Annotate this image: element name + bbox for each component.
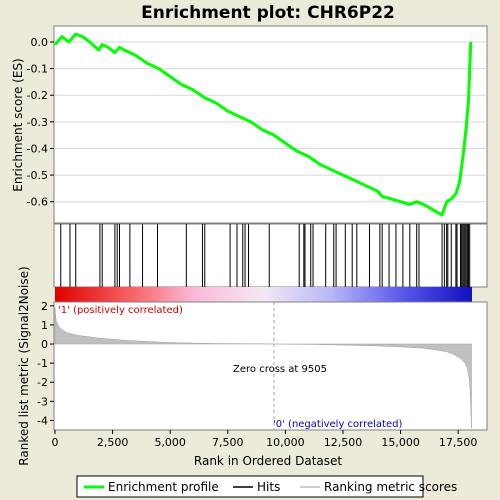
ranking-tick-label: 0 — [41, 338, 48, 351]
es-grid — [54, 41, 487, 203]
es-tick-label: -0.1 — [27, 63, 48, 76]
negative-correlation-label: '0' (negatively correlated) — [273, 419, 402, 430]
x-tick-label: 5,000 — [154, 436, 186, 449]
es-tick-label: -0.3 — [27, 116, 48, 129]
hits-marks — [60, 224, 471, 287]
x-axis-label: Rank in Ordered Dataset — [194, 454, 342, 468]
x-tick-label: 2,500 — [97, 436, 129, 449]
ranking-tick-label: 2 — [41, 300, 48, 313]
enrichment-panel — [53, 25, 488, 224]
x-axis: 0 2,500 5,000 7,500 10,000 12,500 15,000 17,500 — [52, 430, 478, 449]
legend-hits-label: Hits — [257, 480, 280, 494]
enrichment-profile-line — [53, 32, 473, 217]
x-tick-label: 15,000 — [381, 436, 420, 449]
ranking-tick-label: 1 — [41, 319, 48, 332]
x-tick-label: 12,500 — [324, 436, 363, 449]
es-axis-label: Enrichment score (ES) — [11, 58, 25, 191]
legend-enrichment-label: Enrichment profile — [108, 480, 219, 494]
legend-ranking-label: Ranking metric scores — [324, 480, 457, 494]
es-tick-label: -0.6 — [27, 196, 48, 209]
es-tick-label: 0.0 — [31, 36, 49, 49]
es-tick-label: -0.2 — [27, 89, 48, 102]
ranking-tick-label: -1 — [37, 357, 48, 370]
ranking-metric-area — [54, 307, 472, 429]
x-tick-label: 0 — [52, 436, 59, 449]
zero-cross-label: Zero cross at 9505 — [233, 364, 327, 375]
hits-panel — [53, 223, 488, 288]
es-y-axis: 0.0 -0.1 -0.2 -0.3 -0.4 -0.5 -0.6 — [27, 36, 54, 209]
ranking-tick-label: -3 — [37, 395, 48, 408]
ranking-y-axis: 2 1 0 -1 -2 -3 -4 — [37, 300, 54, 427]
x-tick-label: 17,500 — [439, 436, 478, 449]
ranking-panel — [53, 301, 488, 431]
es-tick-label: -0.4 — [27, 142, 48, 155]
x-tick-label: 7,500 — [212, 436, 244, 449]
positive-correlation-label: '1' (positively correlated) — [58, 305, 183, 316]
es-tick-label: -0.5 — [27, 169, 48, 182]
ranking-axis-label: Ranked list metric (Signal2Noise) — [17, 266, 31, 465]
ranking-tick-label: -2 — [37, 376, 48, 389]
ranking-tick-label: -4 — [37, 414, 48, 427]
chart-title: Enrichment plot: CHR6P22 — [141, 3, 395, 23]
x-tick-label: 10,000 — [266, 436, 305, 449]
ranking-color-bar — [55, 287, 472, 302]
